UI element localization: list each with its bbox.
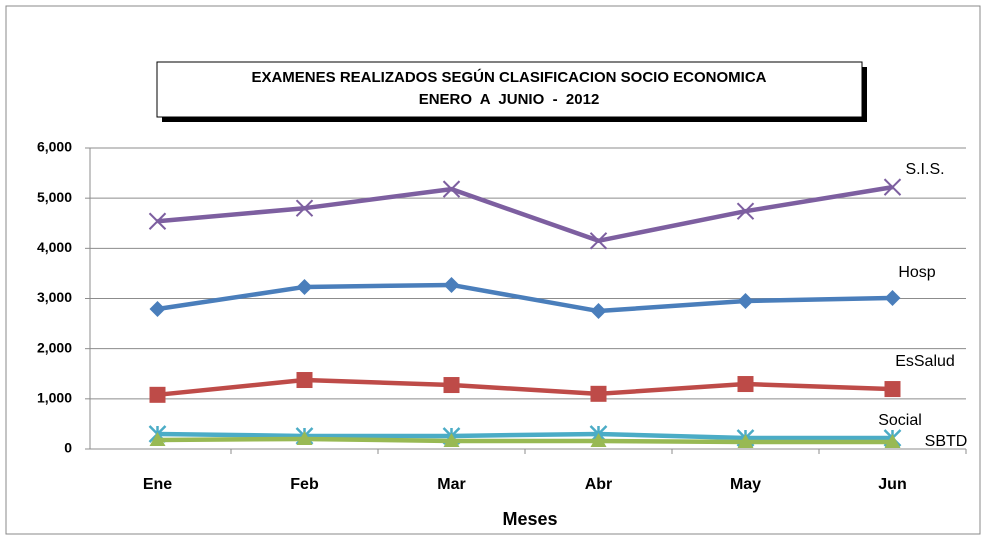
x-axis-label: Meses — [502, 509, 557, 529]
marker — [443, 377, 460, 394]
y-tick-label: 6,000 — [37, 139, 72, 155]
marker — [149, 386, 166, 403]
marker — [737, 376, 754, 393]
series-label: SBTD — [925, 433, 968, 450]
y-tick-label: 3,000 — [37, 289, 72, 305]
marker — [736, 202, 755, 220]
marker — [737, 433, 754, 448]
marker — [737, 293, 754, 310]
marker — [442, 180, 461, 198]
series-line — [157, 436, 893, 445]
x-tick-label: Ene — [143, 476, 172, 493]
marker — [883, 178, 902, 196]
marker — [590, 385, 607, 402]
marker — [590, 303, 607, 320]
series-label: Social — [878, 412, 922, 429]
marker — [443, 432, 460, 447]
marker — [884, 433, 901, 448]
chart-subtitle: ENERO A JUNIO - 2012 — [419, 91, 600, 108]
title-box — [156, 61, 863, 118]
series-label: EsSalud — [895, 353, 955, 370]
marker — [590, 432, 607, 447]
marker — [149, 301, 166, 318]
x-tick-label: Jun — [878, 476, 906, 493]
y-tick-label: 5,000 — [37, 189, 72, 205]
series-line — [157, 282, 893, 314]
marker — [295, 199, 314, 217]
x-tick-label: Feb — [290, 476, 319, 493]
y-tick-label: 0 — [64, 440, 72, 456]
chart-title: EXAMENES REALIZADOS SEGÚN CLASIFICACION … — [251, 68, 766, 86]
marker — [589, 232, 608, 250]
marker — [296, 278, 313, 295]
marker — [296, 430, 313, 445]
series-line — [157, 184, 893, 244]
series-label: S.I.S. — [905, 161, 944, 178]
y-tick-label: 4,000 — [37, 239, 72, 255]
y-tick-label: 2,000 — [37, 339, 72, 355]
x-tick-label: Abr — [585, 476, 613, 493]
marker — [884, 289, 901, 306]
y-tick-label: 1,000 — [37, 390, 72, 406]
marker — [149, 431, 166, 446]
marker — [296, 372, 313, 389]
series-label: Hosp — [898, 264, 935, 281]
marker — [148, 212, 167, 230]
x-tick-label: Mar — [437, 476, 465, 493]
x-tick-label: May — [730, 476, 761, 493]
series-line — [157, 377, 893, 398]
marker — [443, 276, 460, 293]
marker — [884, 381, 901, 398]
series-line — [157, 431, 893, 441]
